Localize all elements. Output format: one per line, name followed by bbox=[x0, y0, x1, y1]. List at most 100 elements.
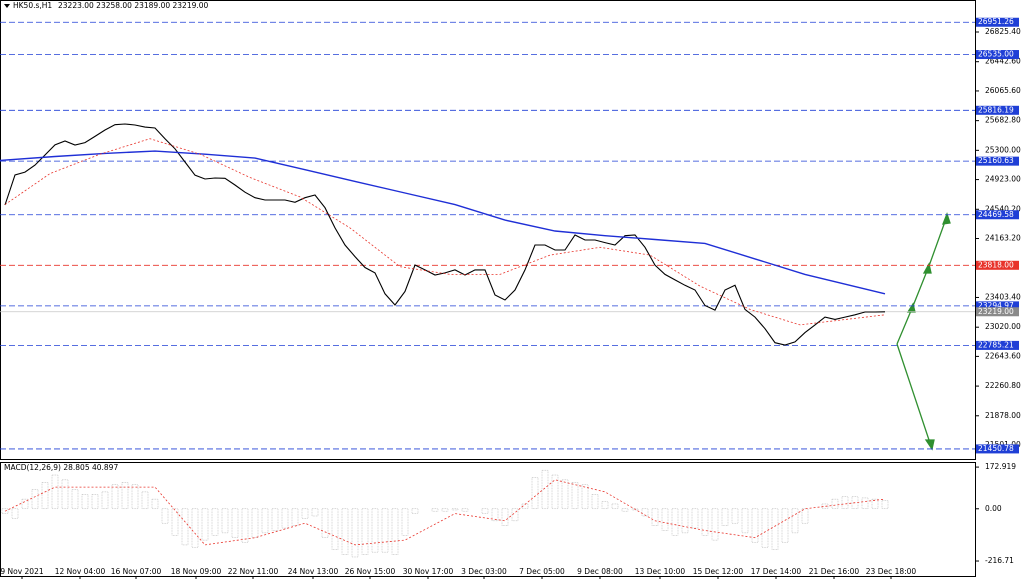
macd-bar bbox=[481, 508, 489, 514]
macd-bar bbox=[461, 508, 469, 512]
price-tag bbox=[976, 210, 1019, 220]
macd-bar bbox=[291, 508, 299, 526]
macd-bar bbox=[401, 508, 409, 536]
macd-bar bbox=[411, 508, 419, 514]
price-tag-label: 25816.19 bbox=[978, 105, 1014, 114]
y-tick-label: 172.919 bbox=[985, 462, 1016, 471]
macd-bar bbox=[881, 500, 889, 509]
macd-bar bbox=[181, 508, 189, 546]
macd-bar bbox=[711, 508, 719, 541]
macd-bar bbox=[591, 494, 599, 509]
plot-layer: 26825.40 26442.60 26065.60 25682.80 25300.00… bbox=[0, 17, 1021, 579]
macd-bar bbox=[801, 508, 809, 524]
y-tick-label: 24540.20 bbox=[985, 204, 1021, 213]
macd-bar bbox=[771, 508, 779, 550]
macd-bar bbox=[391, 508, 399, 555]
macd-bar bbox=[741, 508, 749, 534]
y-tick-label: 23403.40 bbox=[985, 292, 1021, 301]
macd-bar bbox=[451, 508, 459, 511]
price-tag bbox=[976, 340, 1019, 350]
y-tick-label: 24923.00 bbox=[985, 175, 1021, 184]
price-tag bbox=[976, 17, 1019, 27]
y-tick-label: 26065.60 bbox=[985, 86, 1021, 95]
macd-bar bbox=[211, 508, 219, 536]
price-tag-label: 23219.00 bbox=[978, 307, 1014, 316]
macd-bar bbox=[531, 477, 539, 509]
macd-bar bbox=[581, 484, 589, 509]
price-tag-label: 25160.63 bbox=[978, 156, 1014, 165]
x-tick-label: 3 Dec 03:00 bbox=[461, 567, 507, 576]
y-tick-label: 24163.20 bbox=[985, 234, 1021, 243]
x-tick-label: 9 Dec 08:00 bbox=[577, 567, 623, 576]
symbol: HK50.s,H1 bbox=[13, 1, 52, 10]
macd-bar bbox=[701, 508, 709, 536]
macd-bar bbox=[841, 496, 849, 509]
price-tag-label: 26535.00 bbox=[978, 50, 1014, 59]
price-tag bbox=[976, 105, 1019, 115]
macd-bar bbox=[851, 496, 859, 509]
x-tick-label: 18 Nov 09:00 bbox=[171, 567, 222, 576]
macd-bar bbox=[781, 508, 789, 543]
x-tick-label: 22 Nov 11:00 bbox=[228, 567, 279, 576]
macd-bar bbox=[861, 497, 869, 509]
macd-bar bbox=[651, 508, 659, 526]
x-tick-label: 26 Nov 15:00 bbox=[345, 567, 396, 576]
moving-average bbox=[0, 150, 886, 295]
price-tag-label: 23818.00 bbox=[978, 260, 1014, 269]
macd-bar bbox=[261, 508, 269, 534]
x-tick-label: 23 Dec 18:00 bbox=[866, 567, 917, 576]
macd-bar bbox=[201, 508, 209, 541]
price-tag bbox=[976, 260, 1019, 270]
price-tag-label: 22785.21 bbox=[978, 340, 1014, 349]
macd-bar bbox=[371, 508, 379, 553]
macd-bar bbox=[41, 482, 49, 509]
macd-bar bbox=[331, 508, 339, 550]
price-tag-label: 21450.78 bbox=[978, 444, 1014, 453]
price-tag bbox=[976, 301, 1019, 311]
x-tick-label: 7 Dec 05:00 bbox=[519, 567, 565, 576]
price-tag bbox=[976, 444, 1019, 454]
macd-bar bbox=[791, 508, 799, 534]
macd-bar bbox=[601, 501, 609, 509]
macd-bar bbox=[751, 508, 759, 543]
menu-arrow[interactable] bbox=[4, 4, 10, 8]
macd-bar bbox=[341, 508, 349, 555]
macd-bar bbox=[621, 508, 629, 512]
macd-bar bbox=[311, 508, 319, 517]
macd-bar bbox=[551, 474, 559, 509]
macd-bar bbox=[51, 474, 59, 509]
macd-bar bbox=[131, 484, 139, 509]
macd-bar bbox=[221, 508, 229, 534]
macd-bar bbox=[721, 508, 729, 526]
y-tick-label: 21878.00 bbox=[985, 411, 1021, 420]
x-tick-label: 30 Nov 17:00 bbox=[403, 567, 454, 576]
y-tick-label: 23020.00 bbox=[985, 322, 1021, 331]
macd-bar bbox=[81, 494, 89, 509]
macd-bar bbox=[571, 482, 579, 509]
macd-bar bbox=[121, 482, 129, 509]
macd-bar bbox=[431, 508, 439, 512]
macd-bar bbox=[141, 491, 149, 509]
price-line bbox=[4, 123, 886, 346]
macd-label: MACD(12,26,9) 28.805 40.897 bbox=[4, 463, 118, 472]
x-tick-label: 12 Nov 04:00 bbox=[55, 567, 106, 576]
macd-bar bbox=[91, 494, 99, 509]
main-panel bbox=[0, 0, 976, 460]
price-tag bbox=[976, 307, 1019, 317]
macd-bar bbox=[671, 508, 679, 536]
y-tick-label: 22260.80 bbox=[985, 381, 1021, 390]
price-tag bbox=[976, 50, 1019, 60]
x-tick-label: 17 Dec 14:00 bbox=[751, 567, 802, 576]
price-tag-label: 24469.58 bbox=[978, 210, 1014, 219]
forecast-arrows bbox=[896, 212, 951, 451]
macd-bar bbox=[381, 508, 389, 553]
x-tick-label: 9 Nov 2021 bbox=[0, 567, 43, 576]
price-tag-label: 23294.97 bbox=[978, 301, 1014, 310]
macd-bar bbox=[361, 508, 369, 555]
macd-bar bbox=[611, 503, 619, 509]
price-tag bbox=[976, 156, 1019, 166]
macd-bar bbox=[171, 508, 179, 536]
macd-bar bbox=[161, 508, 169, 524]
